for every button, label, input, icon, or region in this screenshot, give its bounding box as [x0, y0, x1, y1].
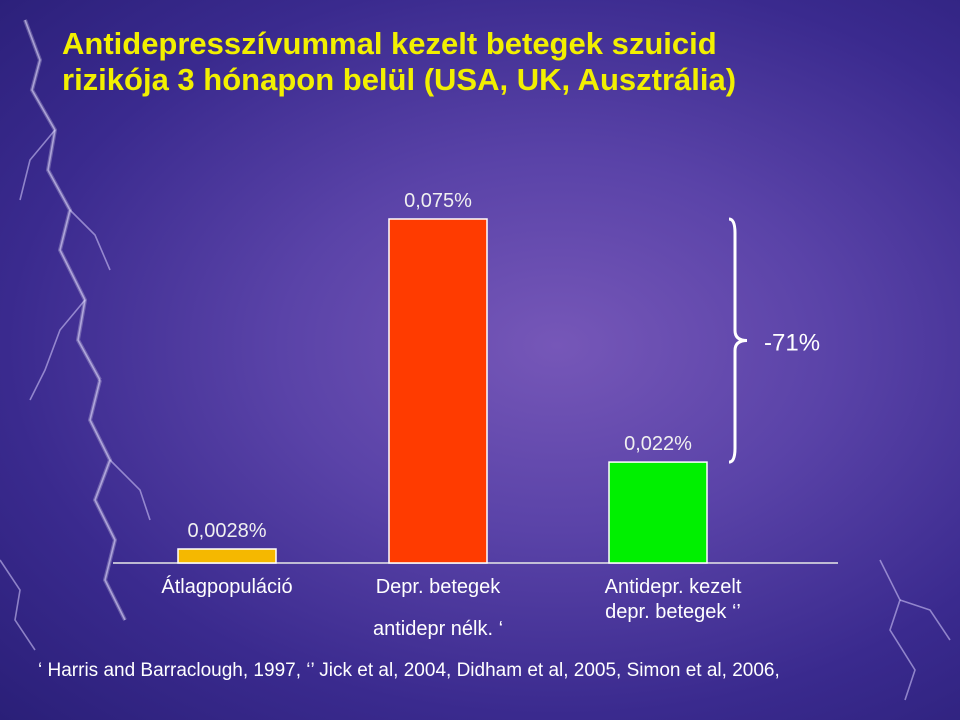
- bar-1: [388, 218, 488, 564]
- value-label-1: 0,075%: [404, 190, 472, 212]
- difference-label: -71%: [764, 330, 820, 357]
- category-label-1-line-1: antidepr nélk. ‘: [373, 618, 503, 640]
- title-line-2: rizikója 3 hónapon belül (USA, UK, Auszt…: [62, 62, 737, 97]
- title-line-1: Antidepresszívummal kezelt betegek szuic…: [62, 26, 717, 61]
- bar-0: [177, 548, 277, 564]
- value-label-0: 0,0028%: [188, 520, 267, 542]
- category-label-2-line-0: Antidepr. kezelt: [605, 576, 742, 598]
- bars-group: 0,0028% Átlagpopuláció 0,075% Depr. betegek…: [161, 190, 741, 640]
- category-label-1-line-0: Depr. betegek: [376, 576, 502, 598]
- bar-2: [608, 461, 708, 564]
- category-label-0-line-0: Átlagpopuláció: [161, 575, 292, 598]
- difference-brace: [728, 217, 748, 464]
- category-label-2-line-1: depr. betegek ‘’: [605, 601, 741, 623]
- difference-annotation: -71%: [728, 217, 820, 464]
- bar-chart: 0,0028% Átlagpopuláció 0,075% Depr. betegek…: [113, 190, 838, 640]
- page-title: Antidepresszívummal kezelt betegek szuic…: [62, 26, 922, 98]
- citation: ‘ Harris and Barraclough, 1997, ‘’ Jick …: [38, 660, 780, 681]
- value-label-2: 0,022%: [624, 433, 692, 455]
